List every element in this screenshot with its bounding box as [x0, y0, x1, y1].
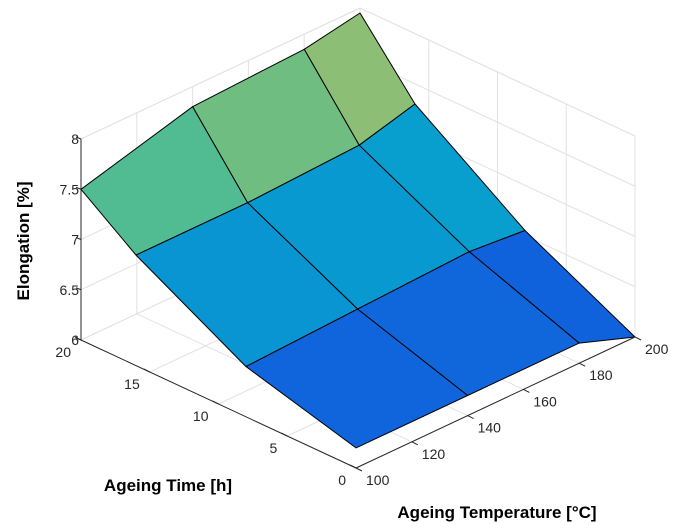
- z-tick-mark: [75, 337, 82, 341]
- z-axis-label: Elongation [%]: [14, 182, 33, 301]
- y-axis-label: Ageing Time [h]: [104, 476, 232, 495]
- y-tick-label: 0: [338, 472, 346, 488]
- x-tick-mark: [467, 415, 474, 420]
- surface-patch: [245, 308, 469, 449]
- x-tick-mark: [578, 362, 586, 367]
- x-tick-label: 100: [366, 472, 390, 488]
- z-tick-label: 6.5: [60, 282, 80, 298]
- box-edge: [80, 7, 361, 140]
- grid-line: [359, 57, 636, 187]
- y-tick-label: 10: [193, 408, 209, 424]
- x-tick-mark: [355, 467, 363, 472]
- y-tick-mark: [212, 400, 219, 405]
- x-tick-mark: [411, 441, 419, 446]
- x-tick-label: 140: [478, 420, 502, 436]
- z-tick-label: 7: [71, 232, 79, 248]
- x-tick-label: 180: [589, 367, 613, 383]
- z-tick-mark: [75, 136, 82, 140]
- z-tick-mark: [75, 287, 82, 291]
- axes: [74, 136, 642, 472]
- z-tick-label: 6: [71, 332, 79, 348]
- z-tick-mark: [75, 237, 82, 240]
- x-tick-label: 200: [645, 341, 669, 357]
- x-tick-label: 120: [422, 446, 446, 462]
- z-tick-label: 8: [71, 131, 79, 147]
- x-tick-mark: [634, 336, 642, 341]
- x-axis-label: Ageing Temperature [°C]: [397, 503, 596, 522]
- z-tick-mark: [75, 186, 82, 190]
- y-tick-mark: [349, 464, 357, 469]
- y-tick-label: 5: [269, 440, 277, 456]
- x-axis-line: [355, 336, 636, 469]
- x-tick-mark: [523, 388, 530, 393]
- y-tick-label: 15: [124, 376, 140, 392]
- tick-labels: 100 120 140 160 180 200 0 5 10 15 206 6.5 7 7.5 8: [55, 131, 668, 488]
- x-tick-label: 160: [533, 393, 557, 409]
- surface-patches: [80, 12, 636, 449]
- z-tick-label: 7.5: [60, 181, 80, 197]
- y-tick-mark: [281, 432, 288, 437]
- box-edge: [359, 7, 636, 137]
- y-tick-label: 20: [55, 344, 71, 360]
- y-tick-mark: [143, 368, 150, 373]
